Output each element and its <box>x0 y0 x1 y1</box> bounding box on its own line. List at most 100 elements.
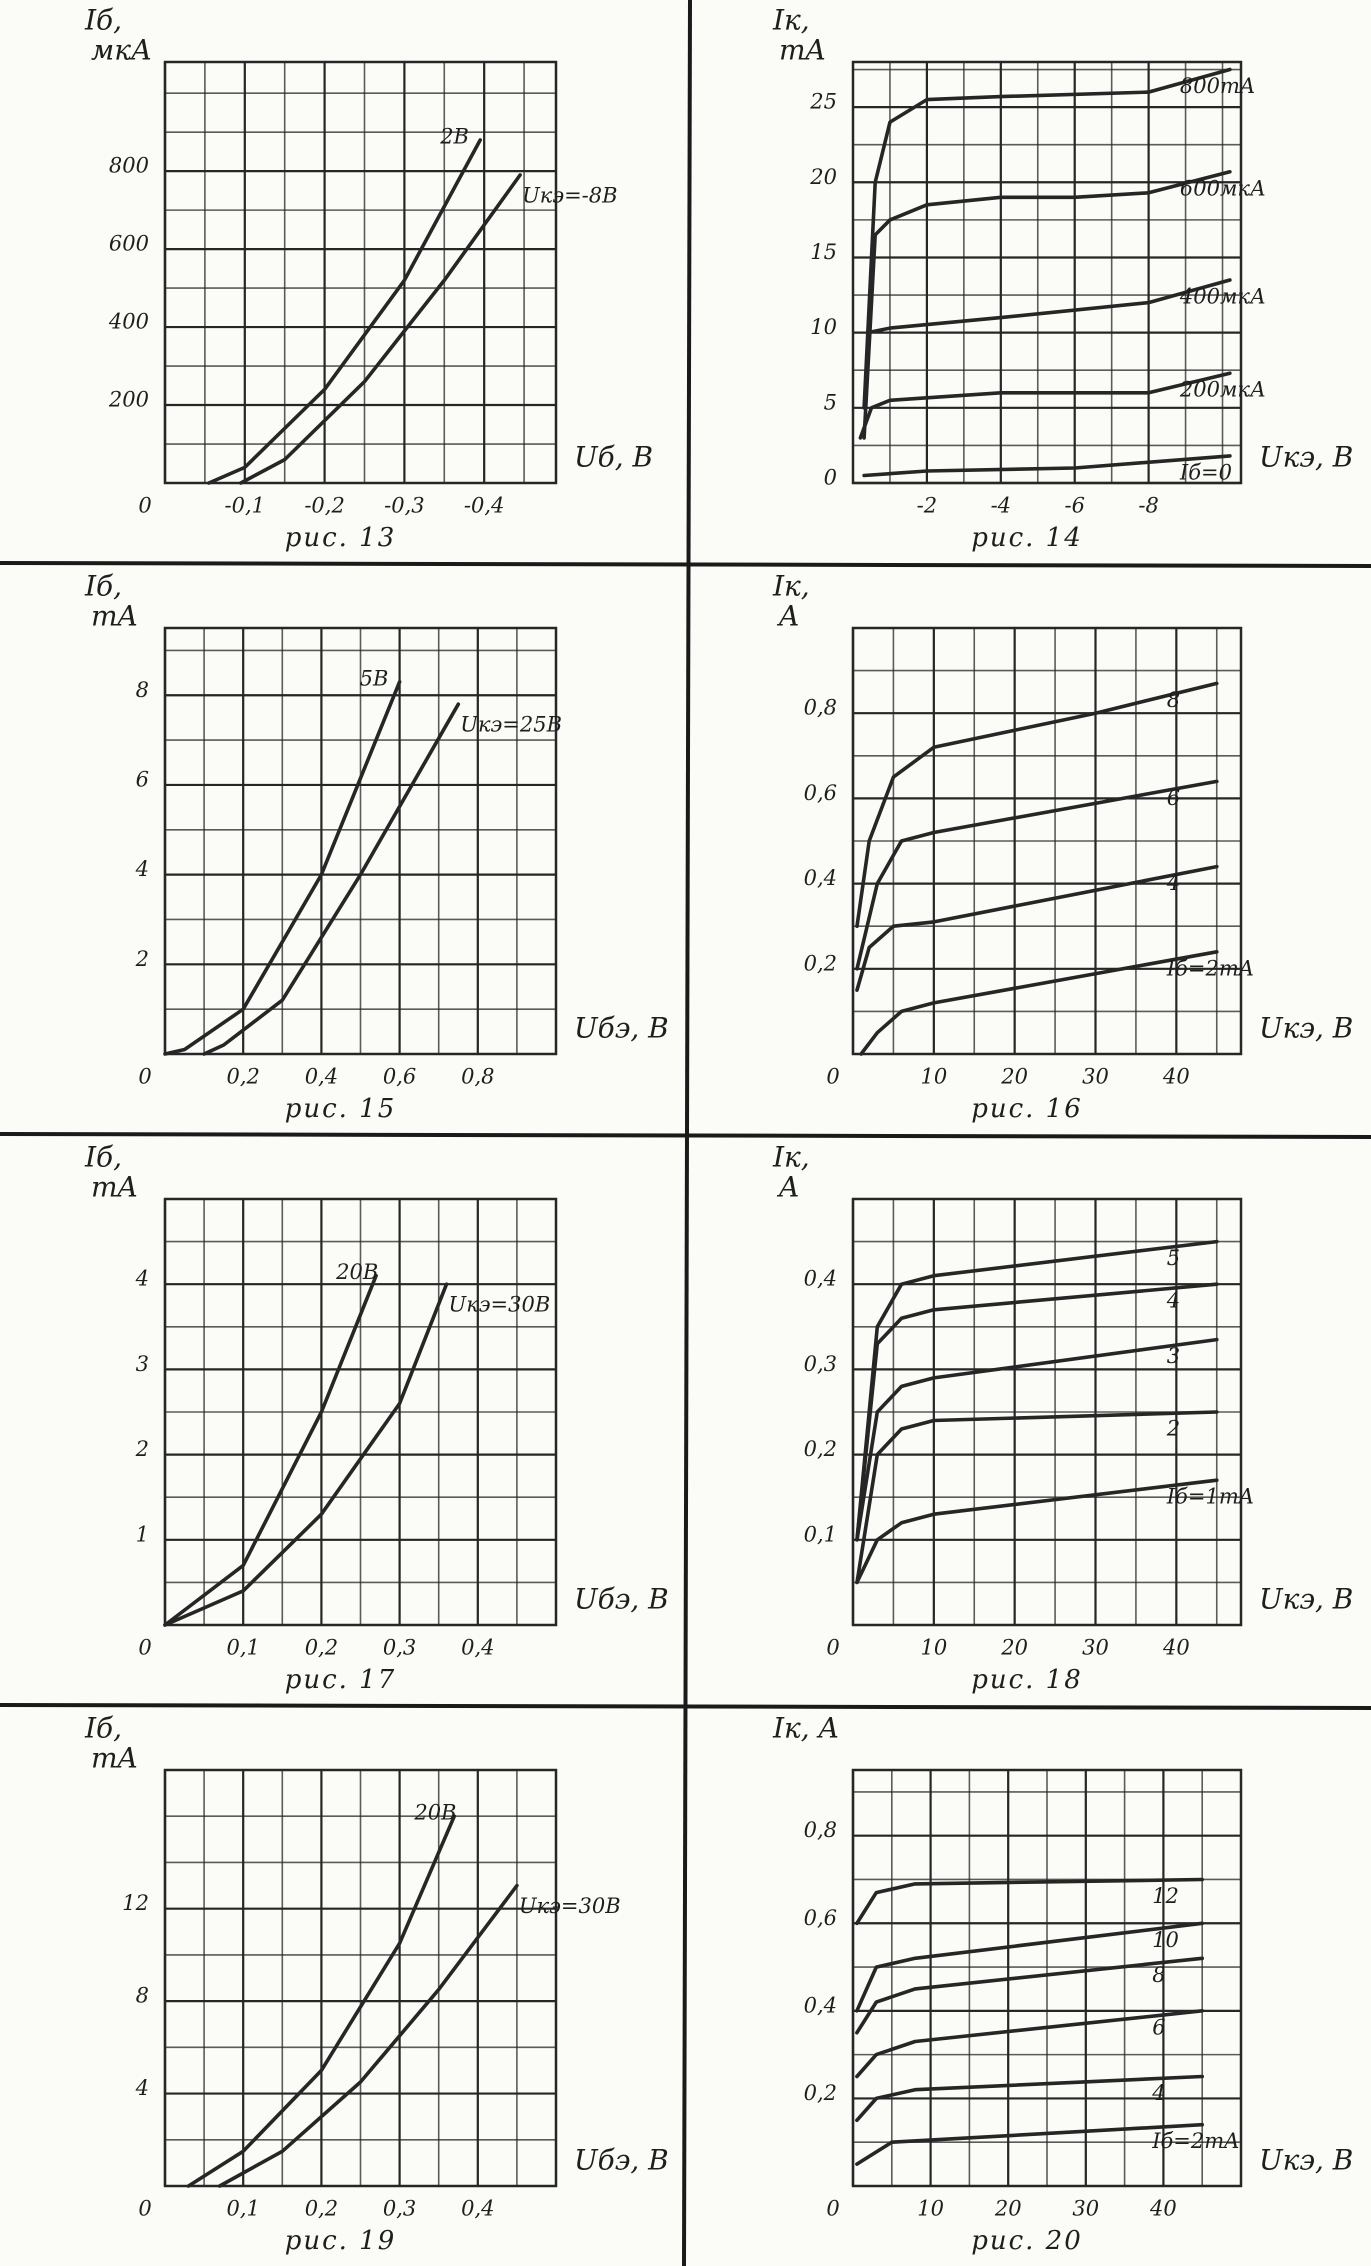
y-tick-label: 0,1 <box>804 1522 837 1546</box>
curve-label: 20В <box>335 1260 378 1284</box>
curve <box>855 2009 1204 2079</box>
y-tick-label: 4 <box>135 857 149 881</box>
curve-label: 200мкА <box>1179 378 1266 402</box>
y-tick-label: 2 <box>135 947 149 971</box>
y-tick-label: 6 <box>136 767 149 791</box>
y-axis-label: Iк, <box>772 1141 810 1174</box>
y-tick-label: 400 <box>108 310 149 334</box>
x-tick-label: 30 <box>1082 1065 1109 1089</box>
x-tick-label: 40 <box>1149 2197 1177 2221</box>
x-tick-label: 40 <box>1162 1065 1190 1089</box>
x-tick-label: -6 <box>1064 494 1084 518</box>
x-tick-label: 30 <box>1082 1636 1109 1660</box>
curve-label: 5 <box>1167 1246 1180 1270</box>
x-tick-label: 0 <box>826 2197 839 2221</box>
x-tick-label: 0 <box>138 1065 151 1089</box>
x-tick-label: 0 <box>826 1636 839 1660</box>
curve-label: Iб=0 <box>1179 460 1232 484</box>
y-tick-label: 4 <box>135 2076 149 2100</box>
x-tick-label: 0,8 <box>461 1065 494 1089</box>
curve <box>855 1337 1219 1542</box>
curve-label: 6 <box>1167 786 1180 810</box>
x-tick-label: -0,1 <box>225 494 266 518</box>
x-tick-label: 10 <box>920 1065 947 1089</box>
column-separator <box>682 0 692 2266</box>
x-tick-label: 0 <box>138 494 151 518</box>
caption: рис. 14 <box>971 523 1083 553</box>
y-tick-label: 600 <box>109 232 149 256</box>
y-axis-label: mA <box>779 34 826 67</box>
caption: рис. 15 <box>285 1094 397 1124</box>
curve <box>862 454 1232 478</box>
curve-label: Iб=1mA <box>1166 1485 1254 1509</box>
chart: 0 10 20 30 40 0,2 0,4 0,6 0,8 Iк,A Uкэ, В рис. 16 8 6… <box>772 570 1353 1125</box>
y-axis-label: mA <box>91 600 138 633</box>
y-axis-label: mA <box>91 1742 138 1775</box>
curve-label: Iб=2mA <box>1166 956 1254 980</box>
x-tick-label: -0,2 <box>304 494 345 518</box>
y-tick-label: 0,2 <box>804 2081 837 2105</box>
curve <box>862 170 1232 440</box>
y-tick-label: 0,3 <box>804 1352 837 1376</box>
y-tick-label: 0,4 <box>804 1267 837 1291</box>
y-axis-label: Iк, A <box>772 1712 839 1745</box>
y-axis-label: Iб, <box>84 570 122 603</box>
x-tick-label: 30 <box>1072 2197 1099 2221</box>
curve-label: 12 <box>1152 1884 1179 1908</box>
curve <box>855 1921 1204 2013</box>
curve-label: 8 <box>1152 1963 1165 1987</box>
x-axis-label: Uб, В <box>574 441 653 474</box>
caption: рис. 13 <box>285 523 397 553</box>
curve-label: 4 <box>1166 871 1180 895</box>
caption: рис. 16 <box>971 1094 1083 1124</box>
x-tick-label: 0,2 <box>305 2197 338 2221</box>
y-axis-label: A <box>776 1171 799 1204</box>
chart: 0 10 20 30 40 0,2 0,4 0,6 0,8 Iк, A Uкэ, В рис. 20 1… <box>772 1712 1353 2257</box>
curve <box>859 950 1219 1056</box>
y-tick-label: 1 <box>136 1522 149 1546</box>
x-tick-label: 0,1 <box>226 1636 259 1660</box>
y-axis-label: mA <box>91 1171 138 1204</box>
curve-label: 4 <box>1166 1289 1180 1313</box>
x-tick-label: 20 <box>994 2197 1022 2221</box>
y-tick-label: 0,2 <box>804 951 837 975</box>
x-tick-label: 20 <box>1000 1065 1028 1089</box>
curve <box>855 2074 1204 2123</box>
row-separator <box>0 561 1371 568</box>
row-separator <box>0 1132 1371 1139</box>
y-tick-label: 0,8 <box>804 696 837 720</box>
x-axis-label: Uбэ, В <box>574 2144 669 2177</box>
y-tick-label: 0 <box>824 466 837 490</box>
y-tick-label: 800 <box>109 154 149 178</box>
x-axis-label: Uкэ, В <box>1259 2144 1353 2177</box>
curve-label: Uкэ=-8В <box>522 184 617 208</box>
curve <box>855 681 1219 928</box>
curve-label: 10 <box>1152 1928 1179 1952</box>
caption: рис. 19 <box>285 2226 397 2256</box>
curve <box>858 371 1232 440</box>
curve <box>217 1883 519 2188</box>
x-axis-label: Uкэ, В <box>1259 441 1353 474</box>
y-axis-label: мкА <box>91 34 152 67</box>
y-tick-label: 0,6 <box>804 781 837 805</box>
y-tick-label: 0,4 <box>804 866 837 890</box>
y-tick-label: 15 <box>810 240 837 264</box>
x-tick-label: 0,3 <box>383 2197 416 2221</box>
curve-label: Uкэ=30В <box>519 1894 621 1918</box>
curve-label: 400мкА <box>1179 285 1266 309</box>
x-axis-label: Uкэ, В <box>1259 1012 1353 1045</box>
chart: -2 -4 -6 -8 0 5 10 15 20 25 Iк,mA Uкэ, В рис. 14 800m… <box>772 4 1353 554</box>
y-tick-label: 5 <box>824 390 837 414</box>
x-tick-label: -2 <box>917 494 937 518</box>
chart: 0 0,1 0,2 0,3 0,4 1 2 3 4 Iб,mA Uбэ, В рис. 17 20В Uк… <box>84 1141 669 1696</box>
x-axis-label: Uбэ, В <box>574 1583 669 1616</box>
curve <box>186 1814 457 2188</box>
curve-label: Uкэ=25В <box>460 713 562 737</box>
x-tick-label: 0 <box>138 1636 151 1660</box>
y-tick-label: 0,8 <box>804 1818 837 1842</box>
y-tick-label: 25 <box>809 90 837 114</box>
curve <box>202 702 461 1056</box>
y-tick-label: 8 <box>136 1984 149 2008</box>
